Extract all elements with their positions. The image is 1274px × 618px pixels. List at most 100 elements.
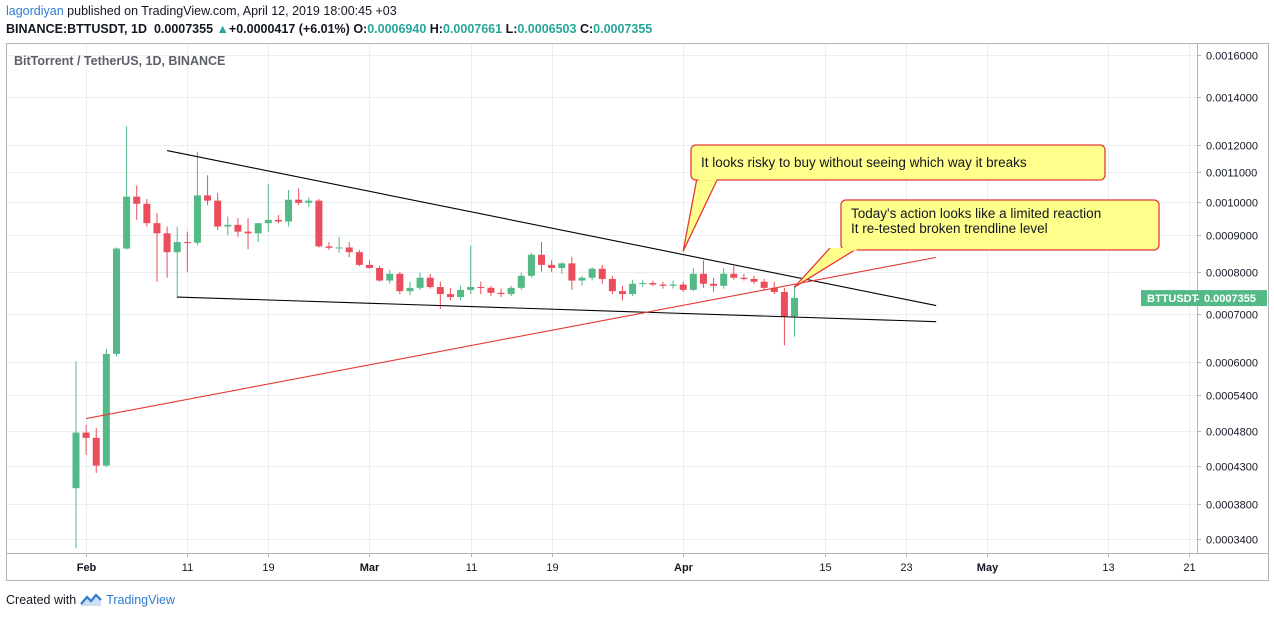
price-tick-label: 0.0016000 — [1206, 51, 1258, 63]
grid-lines — [7, 44, 1197, 553]
callout-text: It looks risky to buy without seeing whi… — [701, 155, 1027, 170]
candle-body — [72, 432, 80, 489]
candle-body — [770, 287, 778, 292]
candle-body — [365, 264, 373, 268]
candle-body — [224, 224, 232, 227]
candle-body — [386, 273, 394, 281]
time-tick-label: 21 — [1183, 562, 1195, 574]
time-tick-label: 23 — [900, 562, 912, 574]
price-tick-label: 0.0011000 — [1206, 168, 1257, 180]
price-tick-label: 0.0012000 — [1206, 141, 1258, 153]
candle-body — [183, 242, 191, 244]
candle — [618, 285, 626, 301]
candle-body — [477, 287, 485, 289]
candle-body — [264, 219, 272, 224]
callout-box — [840, 199, 1160, 251]
price-tag-separator: - — [1196, 293, 1200, 305]
candle — [92, 428, 100, 473]
time-axis[interactable]: Feb 11 19 Mar 11 19 Apr 15 23 May 13 21 — [77, 553, 1196, 574]
candle-body — [193, 195, 201, 243]
candle — [72, 361, 80, 549]
callout-text: It re-tested broken trendline level — [851, 221, 1048, 236]
candle-body — [244, 231, 252, 234]
author-link[interactable]: lagordiyan — [6, 4, 64, 18]
candle-body — [396, 273, 404, 292]
candle — [112, 247, 120, 357]
high-value: 0.0007661 — [442, 22, 503, 36]
candle-body — [406, 287, 414, 292]
price-tick-label: 0.0004300 — [1206, 462, 1258, 474]
candlestick-series[interactable] — [72, 126, 799, 549]
candle — [345, 242, 353, 258]
high-label: H: — [429, 22, 443, 36]
candle — [629, 279, 637, 297]
candle-body — [568, 263, 576, 281]
price-tick-label: 0.0010000 — [1206, 198, 1258, 210]
price-axis[interactable]: 0.0016000 0.0014000 0.0012000 0.0011000 0.00… — [1197, 51, 1258, 547]
candle-body — [578, 277, 586, 281]
candle — [82, 424, 90, 455]
candle-body — [689, 273, 697, 290]
candle — [416, 272, 424, 290]
candle — [659, 281, 667, 289]
callout-box — [690, 144, 1106, 181]
time-tick-label: 11 — [182, 562, 193, 574]
callout-pointer — [682, 177, 719, 252]
price-tick-label: 0.0008000 — [1206, 268, 1258, 280]
candle-body — [598, 268, 606, 279]
candle-body — [274, 219, 282, 222]
candle — [649, 280, 657, 286]
candle — [639, 279, 647, 288]
candle-body — [133, 196, 141, 204]
candle-body — [527, 254, 535, 276]
time-tick-label: 15 — [819, 562, 831, 574]
candle — [578, 275, 586, 286]
tradingview-link[interactable]: TradingView — [106, 593, 175, 607]
time-tick-label: Mar — [360, 562, 380, 574]
low-label: L: — [505, 22, 518, 36]
candle-body — [436, 287, 444, 295]
candle — [204, 175, 212, 206]
candle-body — [254, 223, 262, 234]
candle-body — [234, 224, 242, 232]
candle — [193, 151, 201, 246]
candle-body — [497, 292, 505, 295]
candle-body — [750, 278, 758, 282]
candle — [183, 231, 191, 272]
candle-body — [467, 287, 475, 290]
callout: It looks risky to buy without seeing whi… — [682, 144, 1106, 252]
candle-body — [92, 437, 100, 466]
candle-body — [760, 281, 768, 288]
publish-text: published on TradingView.com, April 12, … — [67, 4, 397, 18]
candle — [285, 189, 293, 227]
candle — [487, 285, 495, 297]
candle — [386, 269, 394, 284]
candle — [426, 273, 434, 289]
candle-body — [123, 196, 131, 249]
callout: Today's action looks like a limited reac… — [793, 199, 1160, 288]
candle-body — [214, 200, 222, 227]
candle-body — [679, 284, 687, 290]
candle — [234, 218, 242, 237]
candle-body — [538, 254, 546, 265]
candle — [365, 260, 373, 269]
tradingview-logo-icon — [80, 593, 102, 606]
candle — [689, 267, 697, 292]
candle — [173, 226, 181, 299]
footer: Created with TradingView — [6, 593, 175, 607]
candle — [295, 188, 303, 206]
up-triangle-icon: ▲ — [216, 22, 229, 36]
candle — [467, 245, 475, 295]
candle-body — [153, 223, 161, 234]
annotation-callouts[interactable]: It looks risky to buy without seeing whi… — [682, 144, 1160, 288]
candle — [254, 223, 262, 243]
drawing-lines[interactable] — [86, 149, 937, 420]
candle — [699, 260, 707, 288]
time-tick-label: Apr — [674, 562, 694, 574]
candle-body — [669, 284, 677, 286]
price-tag-symbol: BTTUSDT — [1147, 293, 1199, 305]
time-tick-label: 19 — [262, 562, 274, 574]
close-label: C: — [579, 22, 594, 36]
candle-body — [102, 353, 110, 466]
